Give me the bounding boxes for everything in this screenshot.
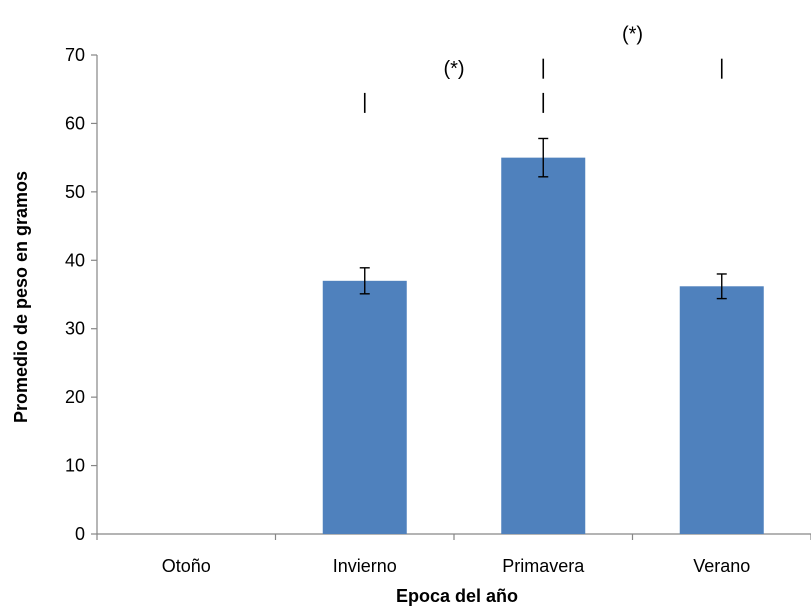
error-bar [538,137,549,178]
y-tick-label: 0 [75,524,85,544]
significance-label: (*) [443,58,464,80]
bar [322,280,407,534]
y-tick-label: 20 [65,387,85,407]
significance-label: (*) [622,24,643,46]
axes-layer: 0 10 20 30 40 50 60 70 Otoño Invierno Primavera Ver… [65,45,811,576]
error-bar [716,273,727,300]
y-tick-label: 70 [65,45,85,65]
x-tick-label: Primavera [502,556,585,576]
y-axis-title: Promedio de peso en gramos [11,171,31,423]
x-tick-label: Invierno [333,556,397,576]
significance-bracket: (*) [363,58,545,113]
bars-layer [180,137,764,535]
x-tick-label: Otoño [162,556,211,576]
y-tick-label: 10 [65,456,85,476]
y-tick-label: 40 [65,250,85,270]
annotations-layer: (*) (*) [363,24,723,113]
x-axis-title: Epoca del año [396,586,518,606]
y-tick-label: 60 [65,113,85,133]
y-tick-label: 50 [65,182,85,202]
y-tick-label: 30 [65,319,85,339]
bar [679,286,764,534]
bar [501,157,586,534]
significance-bracket: (*) [542,24,723,79]
error-bar [359,267,370,295]
x-tick-label: Verano [693,556,750,576]
